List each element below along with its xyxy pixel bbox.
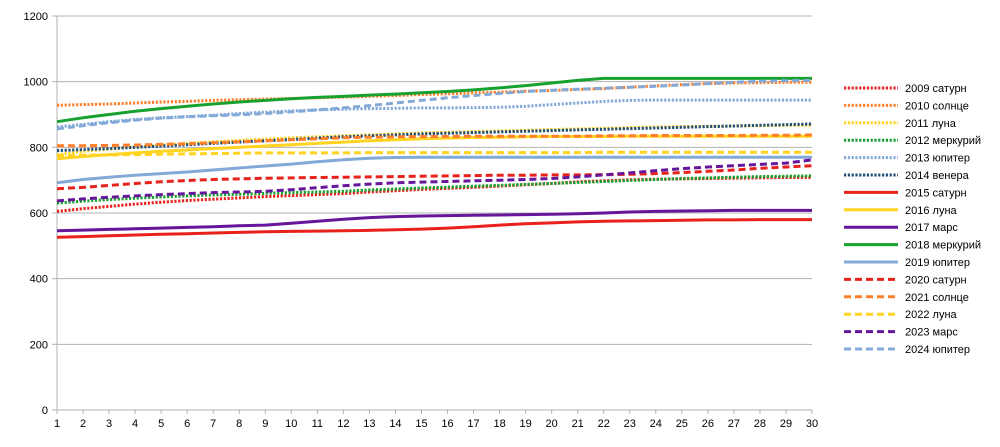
x-tick-label: 14: [389, 418, 401, 430]
x-tick-label: 7: [210, 418, 216, 430]
legend-label: 2009 сатурн: [905, 83, 967, 95]
x-tick-label: 24: [650, 418, 662, 430]
x-tick-label: 19: [519, 418, 531, 430]
x-tick-label: 13: [363, 418, 375, 430]
series-line-14: [56, 150, 812, 157]
x-tick-label: 25: [676, 418, 688, 430]
x-tick-label: 27: [728, 418, 740, 430]
legend-label: 2013 юпитер: [905, 153, 970, 165]
legend: 2009 сатурн 2010 солнце 2011 луна 2012 мерк…: [844, 83, 981, 356]
legend-label: 2012 меркурий: [905, 135, 981, 147]
y-tick-label: 1000: [24, 77, 48, 89]
x-tick-label: 10: [285, 418, 297, 430]
y-tick-label: 400: [30, 274, 48, 286]
x-tick-label: 5: [158, 418, 164, 430]
y-tick-label: 200: [30, 339, 48, 351]
y-tick-label: 0: [42, 405, 48, 417]
legend-label: 2017 марс: [905, 222, 958, 234]
x-tick-label: 20: [546, 418, 558, 430]
y-tick-label: 600: [30, 208, 48, 220]
gridlines: [57, 15, 812, 411]
x-axis: 1 2 3 4 5 6 7 8 9 10 11 12 13 14 15 16 17 18 19 20 21 22 23 24 2…: [54, 409, 818, 430]
y-tick-label: 800: [30, 142, 48, 154]
x-tick-label: 23: [624, 418, 636, 430]
series-line-15: [56, 158, 813, 203]
x-tick-label: 9: [262, 418, 268, 430]
x-tick-label: 17: [467, 418, 479, 430]
legend-label: 2014 венера: [905, 170, 970, 182]
x-tick-label: 22: [598, 418, 610, 430]
x-tick-label: 12: [337, 418, 349, 430]
x-tick-label: 26: [702, 418, 714, 430]
series-line-12: [56, 164, 813, 191]
legend-label: 2011 луна: [905, 118, 957, 130]
x-tick-label: 2: [80, 418, 86, 430]
legend-label: 2019 юпитер: [905, 257, 970, 269]
legend-label: 2023 марс: [905, 327, 958, 339]
series-line-13: [57, 133, 813, 148]
x-tick-label: 8: [236, 418, 242, 430]
series-line-4: [56, 174, 813, 205]
legend-label: 2010 солнце: [905, 100, 969, 112]
series-line-5: [56, 98, 812, 129]
legend-label: 2015 сатурн: [905, 187, 967, 199]
legend-label: 2018 меркурий: [905, 240, 981, 252]
legend-label: 2016 луна: [905, 205, 958, 217]
legend-label: 2021 солнце: [905, 292, 969, 304]
x-tick-label: 30: [806, 418, 818, 430]
series-line-11: [56, 155, 812, 185]
legend-label: 2020 сатурн: [905, 274, 967, 286]
x-tick-label: 3: [106, 418, 112, 430]
series-line-9: [56, 208, 812, 233]
x-tick-label: 21: [572, 418, 584, 430]
y-tick-label: 1200: [24, 11, 48, 23]
y-axis: 0 200 400 600 800 1000 1200: [24, 11, 58, 417]
x-tick-label: 11: [312, 418, 323, 430]
x-tick-label: 15: [415, 418, 427, 430]
x-tick-label: 28: [754, 418, 766, 430]
x-tick-label: 29: [780, 418, 792, 430]
series-line-16: [56, 78, 813, 131]
series-lines: [56, 76, 813, 239]
legend-label: 2022 луна: [905, 309, 958, 321]
series-line-2: [56, 80, 812, 107]
x-tick-label: 18: [493, 418, 505, 430]
x-tick-label: 6: [184, 418, 190, 430]
x-tick-label: 1: [54, 418, 60, 430]
series-line-10: [56, 76, 812, 124]
x-tick-label: 16: [441, 418, 453, 430]
legend-label: 2024 юпитер: [905, 344, 970, 356]
series-line-7: [56, 218, 812, 239]
x-tick-label: 4: [132, 418, 138, 430]
